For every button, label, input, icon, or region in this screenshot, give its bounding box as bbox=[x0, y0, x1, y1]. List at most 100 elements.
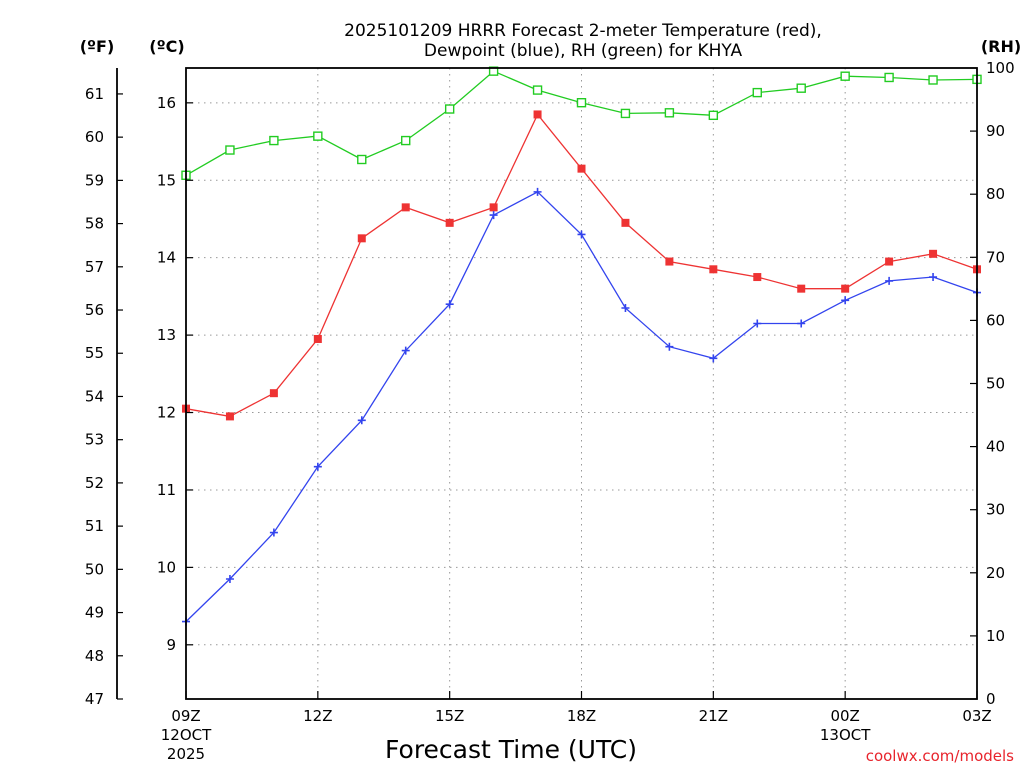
temperature-point bbox=[577, 164, 586, 173]
fahrenheit-tick-label: 52 bbox=[85, 474, 104, 492]
celsius-tick-label: 11 bbox=[157, 481, 176, 499]
rh-tick-label: 70 bbox=[986, 248, 1005, 266]
credit-text: coolwx.com/models bbox=[866, 747, 1014, 765]
dewpoint-point bbox=[489, 211, 498, 220]
rh-tick-label: 50 bbox=[986, 375, 1005, 393]
rh-tick-label: 80 bbox=[986, 185, 1005, 203]
temperature-point bbox=[401, 203, 410, 212]
celsius-tick-label: 15 bbox=[157, 171, 176, 189]
rh-tick-label: 0 bbox=[986, 690, 996, 708]
fahrenheit-unit-label: (ºF) bbox=[80, 37, 115, 56]
fahrenheit-tick-label: 48 bbox=[85, 647, 104, 665]
rh-point bbox=[708, 110, 719, 121]
rh-point bbox=[401, 135, 411, 146]
temperature-point bbox=[929, 249, 938, 258]
dewpoint-point bbox=[753, 319, 762, 328]
dewpoint-point bbox=[533, 187, 542, 196]
fahrenheit-tick-label: 58 bbox=[85, 215, 104, 233]
dewpoint-point bbox=[665, 342, 674, 351]
rh-point bbox=[313, 131, 323, 141]
x-tick-label: 03Z bbox=[962, 707, 991, 725]
temperature-point bbox=[533, 110, 542, 119]
x-tick-year: 2025 bbox=[167, 745, 205, 763]
temperature-point bbox=[489, 203, 498, 212]
rh-point bbox=[225, 145, 235, 155]
celsius-unit-label: (ºC) bbox=[149, 37, 184, 56]
temperature-point bbox=[357, 234, 366, 243]
rh-point bbox=[928, 75, 938, 85]
dewpoint-point bbox=[797, 319, 806, 328]
celsius-tick-label: 9 bbox=[166, 636, 176, 654]
dewpoint-point bbox=[313, 462, 322, 471]
temperature-point bbox=[313, 334, 322, 343]
series-layer bbox=[181, 66, 982, 626]
chart-title-line1: 2025101209 HRRR Forecast 2-meter Tempera… bbox=[344, 21, 822, 41]
fahrenheit-tick-label: 49 bbox=[85, 604, 104, 622]
rh-point bbox=[269, 135, 279, 146]
celsius-tick-label: 14 bbox=[157, 249, 176, 267]
x-tick-label: 12Z bbox=[303, 707, 332, 725]
temperature-point bbox=[621, 218, 630, 227]
temperature-point bbox=[841, 284, 850, 293]
rh-tick-label: 10 bbox=[986, 627, 1005, 645]
rh-point bbox=[620, 108, 631, 119]
temperature-point bbox=[665, 257, 674, 266]
dewpoint-point bbox=[357, 416, 366, 425]
x-tick-label: 15Z bbox=[435, 707, 464, 725]
fahrenheit-tick-label: 56 bbox=[85, 301, 104, 319]
rh-tick-label: 30 bbox=[986, 501, 1005, 519]
x-tick-label: 18Z bbox=[567, 707, 596, 725]
rh-point bbox=[576, 98, 587, 108]
temperature-point bbox=[269, 389, 278, 398]
dewpoint-point bbox=[577, 230, 586, 239]
dewpoint-point bbox=[445, 300, 454, 309]
rh-point bbox=[752, 87, 762, 98]
x-axis-label: Forecast Time (UTC) bbox=[385, 735, 637, 764]
x-tick-label: 09Z bbox=[171, 707, 200, 725]
fahrenheit-tick-label: 60 bbox=[85, 128, 104, 146]
dewpoint-point bbox=[225, 574, 234, 583]
temperature-point bbox=[797, 284, 806, 293]
dewpoint-line bbox=[185, 191, 978, 623]
x-tick-date: 12OCT bbox=[161, 726, 212, 744]
rh-point bbox=[532, 85, 543, 95]
rh-point bbox=[664, 108, 675, 118]
dewpoint-point bbox=[709, 354, 718, 363]
fahrenheit-tick-label: 54 bbox=[85, 387, 104, 405]
rh-point bbox=[357, 154, 367, 165]
rh-point bbox=[444, 104, 455, 114]
celsius-tick-label: 10 bbox=[157, 558, 176, 576]
temperature-point bbox=[709, 265, 718, 274]
fahrenheit-tick-label: 47 bbox=[85, 690, 104, 708]
fahrenheit-tick-label: 61 bbox=[85, 85, 104, 103]
celsius-tick-label: 16 bbox=[157, 94, 176, 112]
rh-point bbox=[884, 72, 894, 83]
rh-tick-label: 40 bbox=[986, 438, 1005, 456]
fahrenheit-tick-label: 50 bbox=[85, 560, 104, 578]
temperature-point bbox=[753, 273, 762, 282]
temperature-point bbox=[885, 257, 894, 266]
celsius-tick-label: 13 bbox=[157, 326, 176, 344]
fahrenheit-tick-label: 59 bbox=[85, 171, 104, 189]
x-tick-label: 21Z bbox=[699, 707, 728, 725]
fahrenheit-tick-label: 51 bbox=[85, 517, 104, 535]
x-tick-label: 00Z bbox=[830, 707, 859, 725]
dewpoint-point bbox=[621, 304, 630, 313]
fahrenheit-tick-label: 57 bbox=[85, 258, 104, 276]
dewpoint-point bbox=[401, 346, 410, 355]
rh-point bbox=[840, 71, 850, 81]
dewpoint-point bbox=[929, 273, 938, 282]
plot-frame bbox=[185, 67, 978, 700]
celsius-tick-label: 12 bbox=[157, 404, 176, 422]
fahrenheit-tick-label: 55 bbox=[85, 344, 104, 362]
chart-title-line2: Dewpoint (blue), RH (green) for KHYA bbox=[424, 41, 743, 61]
rh-unit-label: (RH) bbox=[981, 37, 1021, 56]
rh-tick-label: 90 bbox=[986, 122, 1005, 140]
dewpoint-point bbox=[885, 276, 894, 285]
rh-tick-label: 20 bbox=[986, 564, 1005, 582]
rh-point bbox=[796, 83, 806, 93]
rh-tick-label: 60 bbox=[986, 311, 1005, 329]
temperature-line bbox=[185, 113, 978, 418]
